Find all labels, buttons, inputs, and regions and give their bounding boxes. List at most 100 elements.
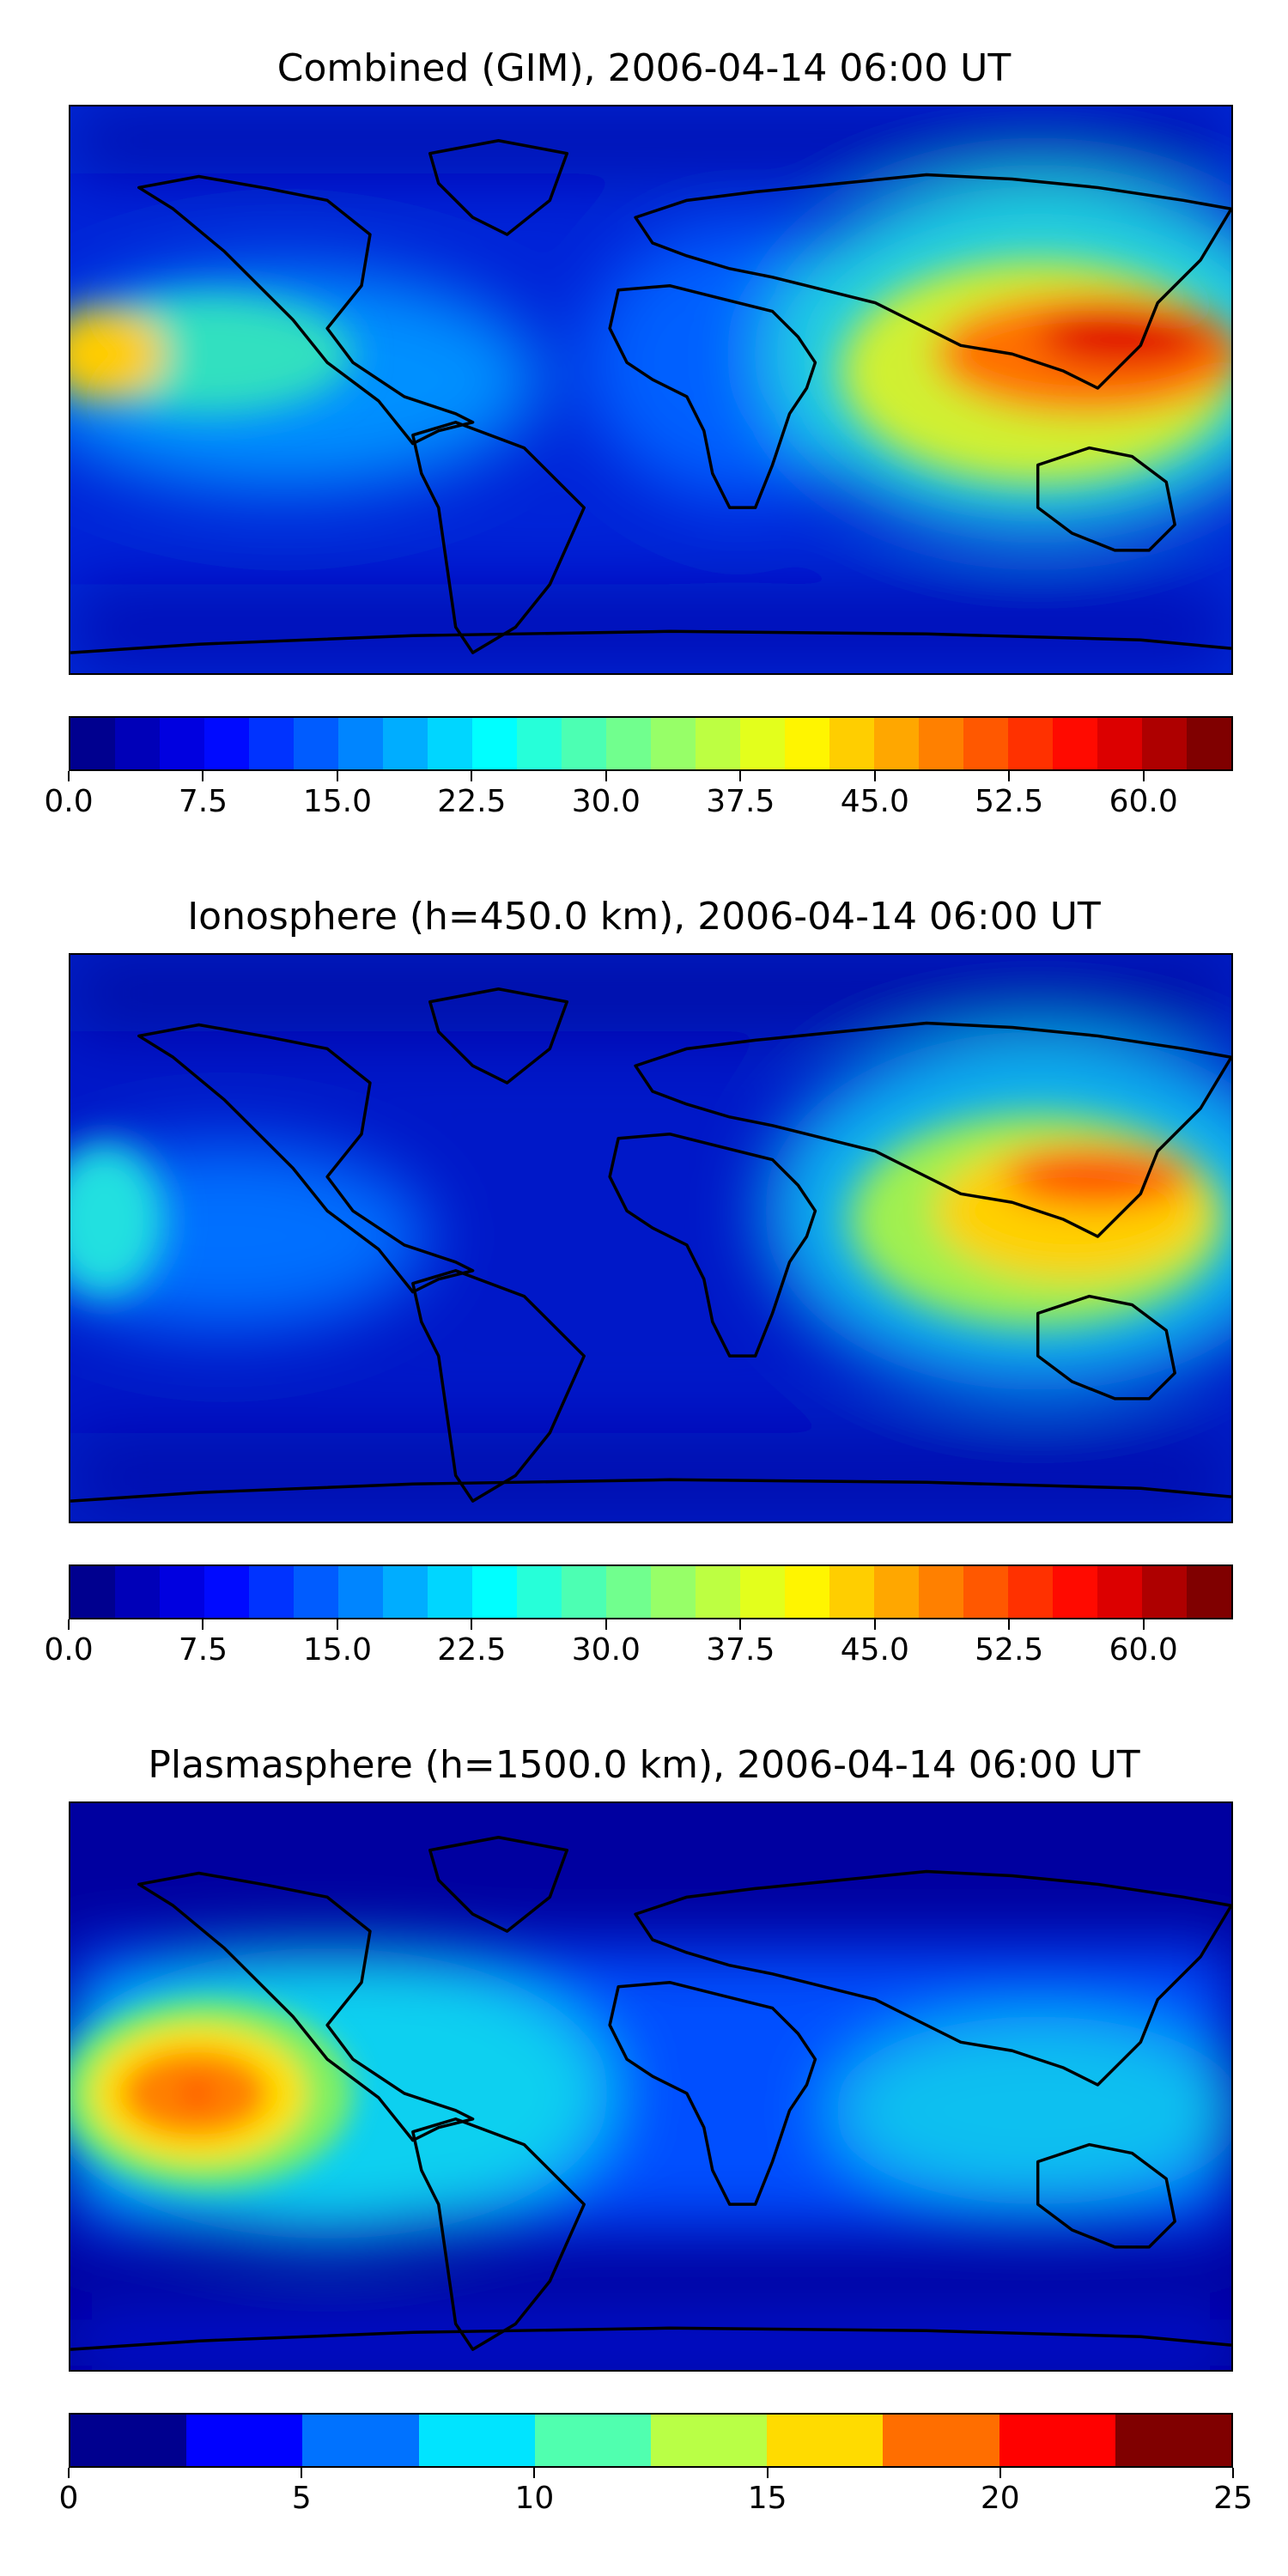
colorbar-tick-label: 60.0: [1109, 784, 1178, 819]
colorbar-tick: [471, 1619, 473, 1630]
colorbar-segment: [472, 1566, 517, 1618]
colorbar-segment: [651, 2415, 768, 2466]
coastline-north-america: [137, 1871, 475, 2142]
colorbar-tick-label: 20: [980, 2481, 1020, 2516]
colorbar-segment: [186, 2415, 303, 2466]
colorbar-tick-label: 52.5: [975, 784, 1044, 819]
colorbar-tick: [68, 771, 70, 781]
colorbar-tick: [873, 771, 876, 781]
colorbar-segment: [1097, 718, 1142, 769]
colorbar-segment: [383, 1566, 428, 1618]
coastline-south-america: [411, 421, 586, 654]
coastline-africa: [608, 1980, 817, 2206]
colorbar-segment: [767, 2415, 884, 2466]
colorbar-segment: [829, 1566, 874, 1618]
colorbar-tick-label: 22.5: [437, 1632, 507, 1668]
colorbar-segment: [418, 2415, 535, 2466]
colorbar-segment: [562, 1566, 606, 1618]
map-ionosphere: [69, 953, 1233, 1523]
coastline-greenland: [428, 1836, 569, 1933]
colorbar-tick: [336, 771, 338, 781]
colorbar-tick-label: 0.0: [44, 784, 94, 819]
coastline-south-america: [411, 1269, 586, 1503]
colorbar-tick: [533, 2468, 536, 2478]
colorbar-tick-label: 37.5: [706, 1632, 775, 1668]
colorbar-segment: [785, 718, 829, 769]
coastline-australia: [1036, 1294, 1176, 1400]
colorbar-segment: [160, 718, 204, 769]
coastline-north-america: [137, 1023, 475, 1294]
coastline-africa: [608, 283, 817, 509]
colorbar-segment: [302, 2415, 419, 2466]
colorbar-segment: [1187, 1566, 1231, 1618]
coastline-antarctica: [70, 2326, 1231, 2351]
colorbar-tick-label: 45.0: [840, 1632, 909, 1668]
colorbar-segment: [472, 718, 517, 769]
colorbar-segment: [204, 718, 249, 769]
colorbar-segment: [606, 718, 651, 769]
colorbar-segment: [963, 1566, 1008, 1618]
coastline-australia: [1036, 446, 1176, 552]
colorbar-tick: [202, 1619, 204, 1630]
coastline-australia: [1036, 2142, 1176, 2249]
coastline-africa: [608, 1132, 817, 1358]
colorbar-tick: [471, 771, 473, 781]
colorbar-tick-label: 15: [747, 2481, 787, 2516]
colorbar-tick: [999, 2468, 1001, 2478]
colorbar-segment: [883, 2415, 999, 2466]
coastline-greenland: [428, 987, 569, 1084]
colorbar-segment: [1142, 1566, 1187, 1618]
colorbar-tick-label: 52.5: [975, 1632, 1044, 1668]
coastline-eurasia: [634, 1021, 1231, 1238]
colorbar-segment: [874, 718, 919, 769]
colorbar-segment: [606, 1566, 651, 1618]
colorbar-segment: [1115, 2415, 1232, 2466]
colorbar-tick-label: 30.0: [571, 1632, 641, 1668]
colorbar-segment: [562, 718, 606, 769]
colorbar-tick: [68, 1619, 70, 1630]
colorbar-tick-label: 15.0: [302, 784, 372, 819]
colorbar-segment: [160, 1566, 204, 1618]
colorbar-tick: [739, 1619, 742, 1630]
colorbar-tick: [605, 1619, 607, 1630]
colorbar-segment: [294, 1566, 338, 1618]
colorbar-segment: [428, 718, 472, 769]
colorbar-segment: [428, 1566, 472, 1618]
colorbar-tick-label: 45.0: [840, 784, 909, 819]
colorbar-segment: [534, 2415, 652, 2466]
colorbar-tick: [739, 771, 742, 781]
colorbar-segment: [1053, 1566, 1097, 1618]
colorbar-tick-label: 37.5: [706, 784, 775, 819]
colorbar-tick-label: 60.0: [1109, 1632, 1178, 1668]
panel-title-plasmasphere: Plasmasphere (h=1500.0 km), 2006-04-14 0…: [148, 1743, 1140, 1787]
colorbar-segment: [696, 1566, 740, 1618]
colorbar-segment: [1187, 718, 1231, 769]
colorbar-tick-label: 10: [514, 2481, 555, 2516]
colorbar-tick: [202, 771, 204, 781]
colorbar-segment: [115, 1566, 160, 1618]
colorbar-segment: [874, 1566, 919, 1618]
colorbar-segment: [204, 1566, 249, 1618]
colorbar-tick: [336, 1619, 338, 1630]
panel-title-combined: Combined (GIM), 2006-04-14 06:00 UT: [276, 46, 1012, 90]
colorbar-segment: [696, 718, 740, 769]
colorbar-combined: [69, 716, 1233, 771]
colorbar-tick-label: 5: [291, 2481, 312, 2516]
heatmap-combined: [70, 106, 1231, 673]
heatmap-ionosphere: [70, 955, 1231, 1522]
colorbar-tick-label: 0: [58, 2481, 79, 2516]
heatmap-plasmasphere: [70, 1803, 1231, 2370]
colorbar-segment: [249, 718, 294, 769]
colorbar-segment: [1008, 1566, 1053, 1618]
coastline-eurasia: [634, 1869, 1231, 2087]
colorbar-tick: [301, 2468, 303, 2478]
colorbar-segment: [294, 718, 338, 769]
colorbar-segment: [963, 718, 1008, 769]
map-combined: [69, 105, 1233, 675]
colorbar-ionosphere: [69, 1564, 1233, 1619]
colorbar-segment: [338, 1566, 383, 1618]
colorbar-segment: [1008, 718, 1053, 769]
colorbar-tick: [1008, 771, 1011, 781]
colorbar-segment: [1142, 718, 1187, 769]
colorbar-tick-label: 7.5: [178, 1632, 228, 1668]
